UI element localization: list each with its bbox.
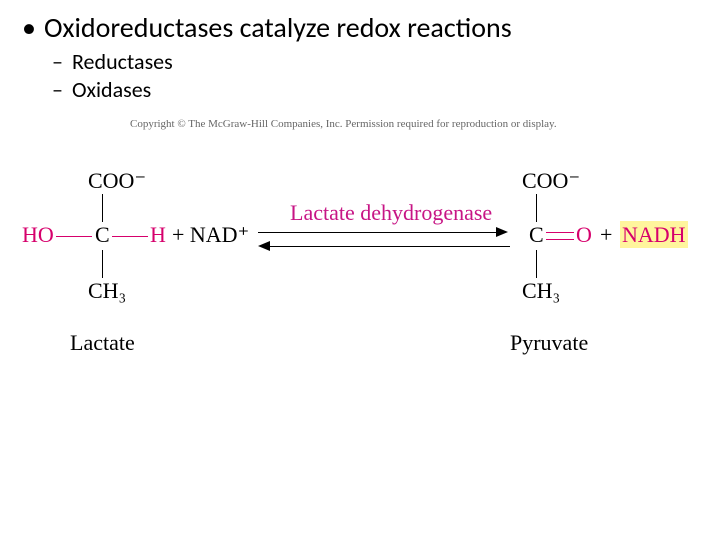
nad-plus: + NAD⁺ <box>172 222 249 248</box>
arrow-top <box>258 232 498 233</box>
arrow-head-right <box>496 227 508 237</box>
dash-marker-1: – <box>52 48 63 75</box>
plus-2: + <box>600 222 612 248</box>
bond-c-h <box>112 236 148 237</box>
nadh-container: NADH <box>620 222 688 248</box>
dash-marker-2: – <box>52 76 63 103</box>
pyruvate-label: Pyruvate <box>510 330 588 356</box>
bond-pyr-2 <box>536 250 537 278</box>
bond-co-2 <box>546 239 574 240</box>
bond-ho-c <box>56 236 92 237</box>
pyruvate-coo: COO⁻ <box>522 168 580 194</box>
enzyme-label: Lactate dehydrogenase <box>290 200 492 226</box>
lactate-label: Lactate <box>70 330 135 356</box>
sub-bullet-1: Reductases <box>72 48 173 75</box>
bond-pyr-1 <box>536 194 537 222</box>
bullet-marker: • <box>22 10 36 45</box>
lactate-coo: COO⁻ <box>88 168 146 194</box>
pyruvate-c: C <box>529 222 544 248</box>
main-bullet-text: Oxidoreductases catalyze redox reactions <box>44 10 512 45</box>
pyruvate-o: O <box>576 222 592 248</box>
lactate-ch3: CH₃ <box>88 278 126 304</box>
arrow-head-left <box>258 241 270 251</box>
bond-lactate-2 <box>102 250 103 278</box>
lactate-ho: HO <box>22 222 54 248</box>
lactate-c: C <box>95 222 110 248</box>
sub-bullet-2: Oxidases <box>72 76 151 103</box>
bond-co-1 <box>546 232 574 233</box>
pyruvate-ch3: CH₃ <box>522 278 560 304</box>
copyright-text: Copyright © The McGraw-Hill Companies, I… <box>130 118 557 130</box>
nadh-text: NADH <box>620 221 688 248</box>
bond-lactate-1 <box>102 194 103 222</box>
arrow-bottom <box>270 246 510 247</box>
lactate-h: H <box>150 222 166 248</box>
